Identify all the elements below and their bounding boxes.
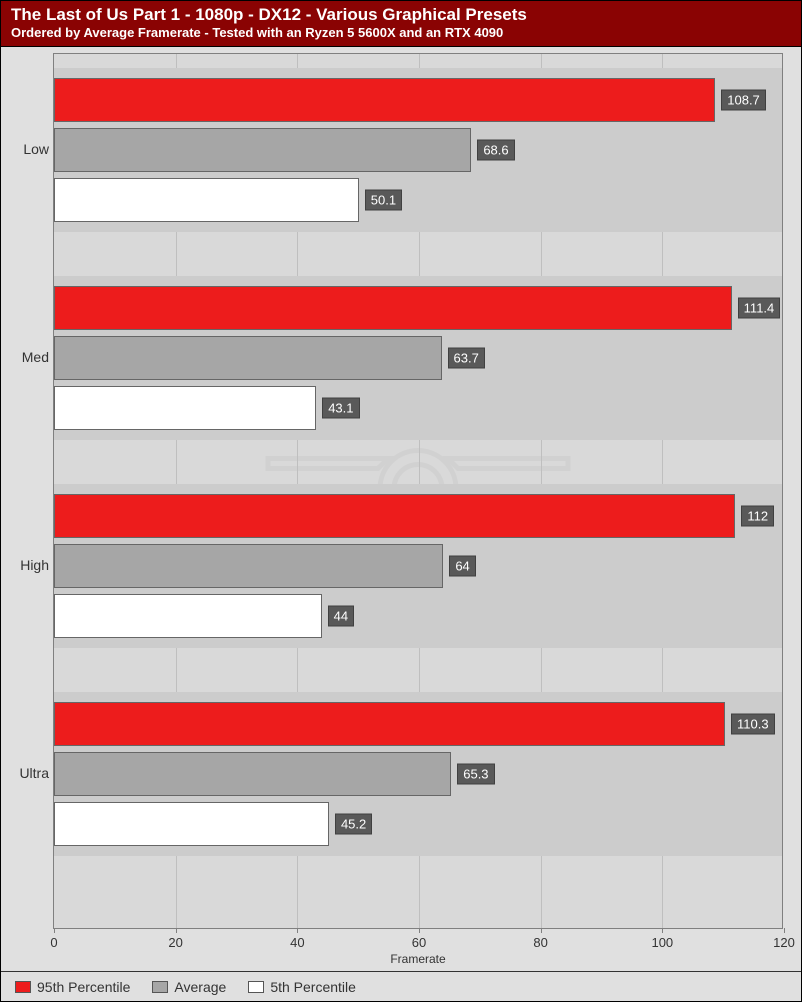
legend-swatch-avg bbox=[152, 981, 168, 993]
value-label: 63.7 bbox=[448, 348, 485, 369]
value-label: 44 bbox=[328, 606, 354, 627]
xtick-label: 120 bbox=[773, 935, 795, 950]
xtick-mark bbox=[662, 928, 663, 933]
legend-item-p5: 5th Percentile bbox=[248, 979, 356, 995]
xtick-mark bbox=[176, 928, 177, 933]
xtick-mark bbox=[784, 928, 785, 933]
chart-area: OC3D.NET Framerate 020406080100120108.76… bbox=[1, 45, 801, 969]
xtick-label: 20 bbox=[168, 935, 182, 950]
x-axis-label: Framerate bbox=[390, 952, 445, 966]
legend-item-p95: 95th Percentile bbox=[15, 979, 130, 995]
value-label: 111.4 bbox=[738, 298, 781, 319]
value-label: 110.3 bbox=[731, 714, 775, 735]
bar-p5 bbox=[54, 594, 322, 638]
value-label: 68.6 bbox=[477, 140, 514, 161]
xtick-label: 60 bbox=[412, 935, 426, 950]
bar-p5 bbox=[54, 178, 359, 222]
xtick-mark bbox=[54, 928, 55, 933]
plot-area: OC3D.NET Framerate 020406080100120108.76… bbox=[53, 53, 783, 929]
value-label: 112 bbox=[741, 506, 774, 527]
bar-p95 bbox=[54, 494, 735, 538]
xtick-label: 40 bbox=[290, 935, 304, 950]
category-label: Low bbox=[1, 141, 49, 157]
value-label: 43.1 bbox=[322, 398, 359, 419]
legend-label-p95: 95th Percentile bbox=[37, 979, 130, 995]
category-label: High bbox=[1, 557, 49, 573]
xtick-mark bbox=[541, 928, 542, 933]
chart-subtitle: Ordered by Average Framerate - Tested wi… bbox=[11, 25, 791, 40]
legend-swatch-p95 bbox=[15, 981, 31, 993]
bar-avg bbox=[54, 544, 443, 588]
legend-item-avg: Average bbox=[152, 979, 226, 995]
value-label: 45.2 bbox=[335, 814, 372, 835]
bar-avg bbox=[54, 752, 451, 796]
xtick-mark bbox=[297, 928, 298, 933]
value-label: 50.1 bbox=[365, 190, 402, 211]
chart-header: The Last of Us Part 1 - 1080p - DX12 - V… bbox=[1, 1, 801, 47]
xtick-label: 100 bbox=[651, 935, 673, 950]
bar-p5 bbox=[54, 802, 329, 846]
bar-avg bbox=[54, 336, 442, 380]
bar-p95 bbox=[54, 286, 732, 330]
chart-container: The Last of Us Part 1 - 1080p - DX12 - V… bbox=[0, 0, 802, 1002]
bar-avg bbox=[54, 128, 471, 172]
value-label: 108.7 bbox=[721, 90, 766, 111]
bar-p95 bbox=[54, 78, 715, 122]
bar-p95 bbox=[54, 702, 725, 746]
legend-swatch-p5 bbox=[248, 981, 264, 993]
category-label: Med bbox=[1, 349, 49, 365]
legend-label-p5: 5th Percentile bbox=[270, 979, 356, 995]
chart-title: The Last of Us Part 1 - 1080p - DX12 - V… bbox=[11, 5, 791, 25]
xtick-label: 80 bbox=[533, 935, 547, 950]
legend: 95th Percentile Average 5th Percentile bbox=[1, 971, 801, 1001]
bar-p5 bbox=[54, 386, 316, 430]
value-label: 64 bbox=[449, 556, 475, 577]
category-label: Ultra bbox=[1, 765, 49, 781]
xtick-label: 0 bbox=[50, 935, 57, 950]
value-label: 65.3 bbox=[457, 764, 494, 785]
xtick-mark bbox=[419, 928, 420, 933]
legend-label-avg: Average bbox=[174, 979, 226, 995]
